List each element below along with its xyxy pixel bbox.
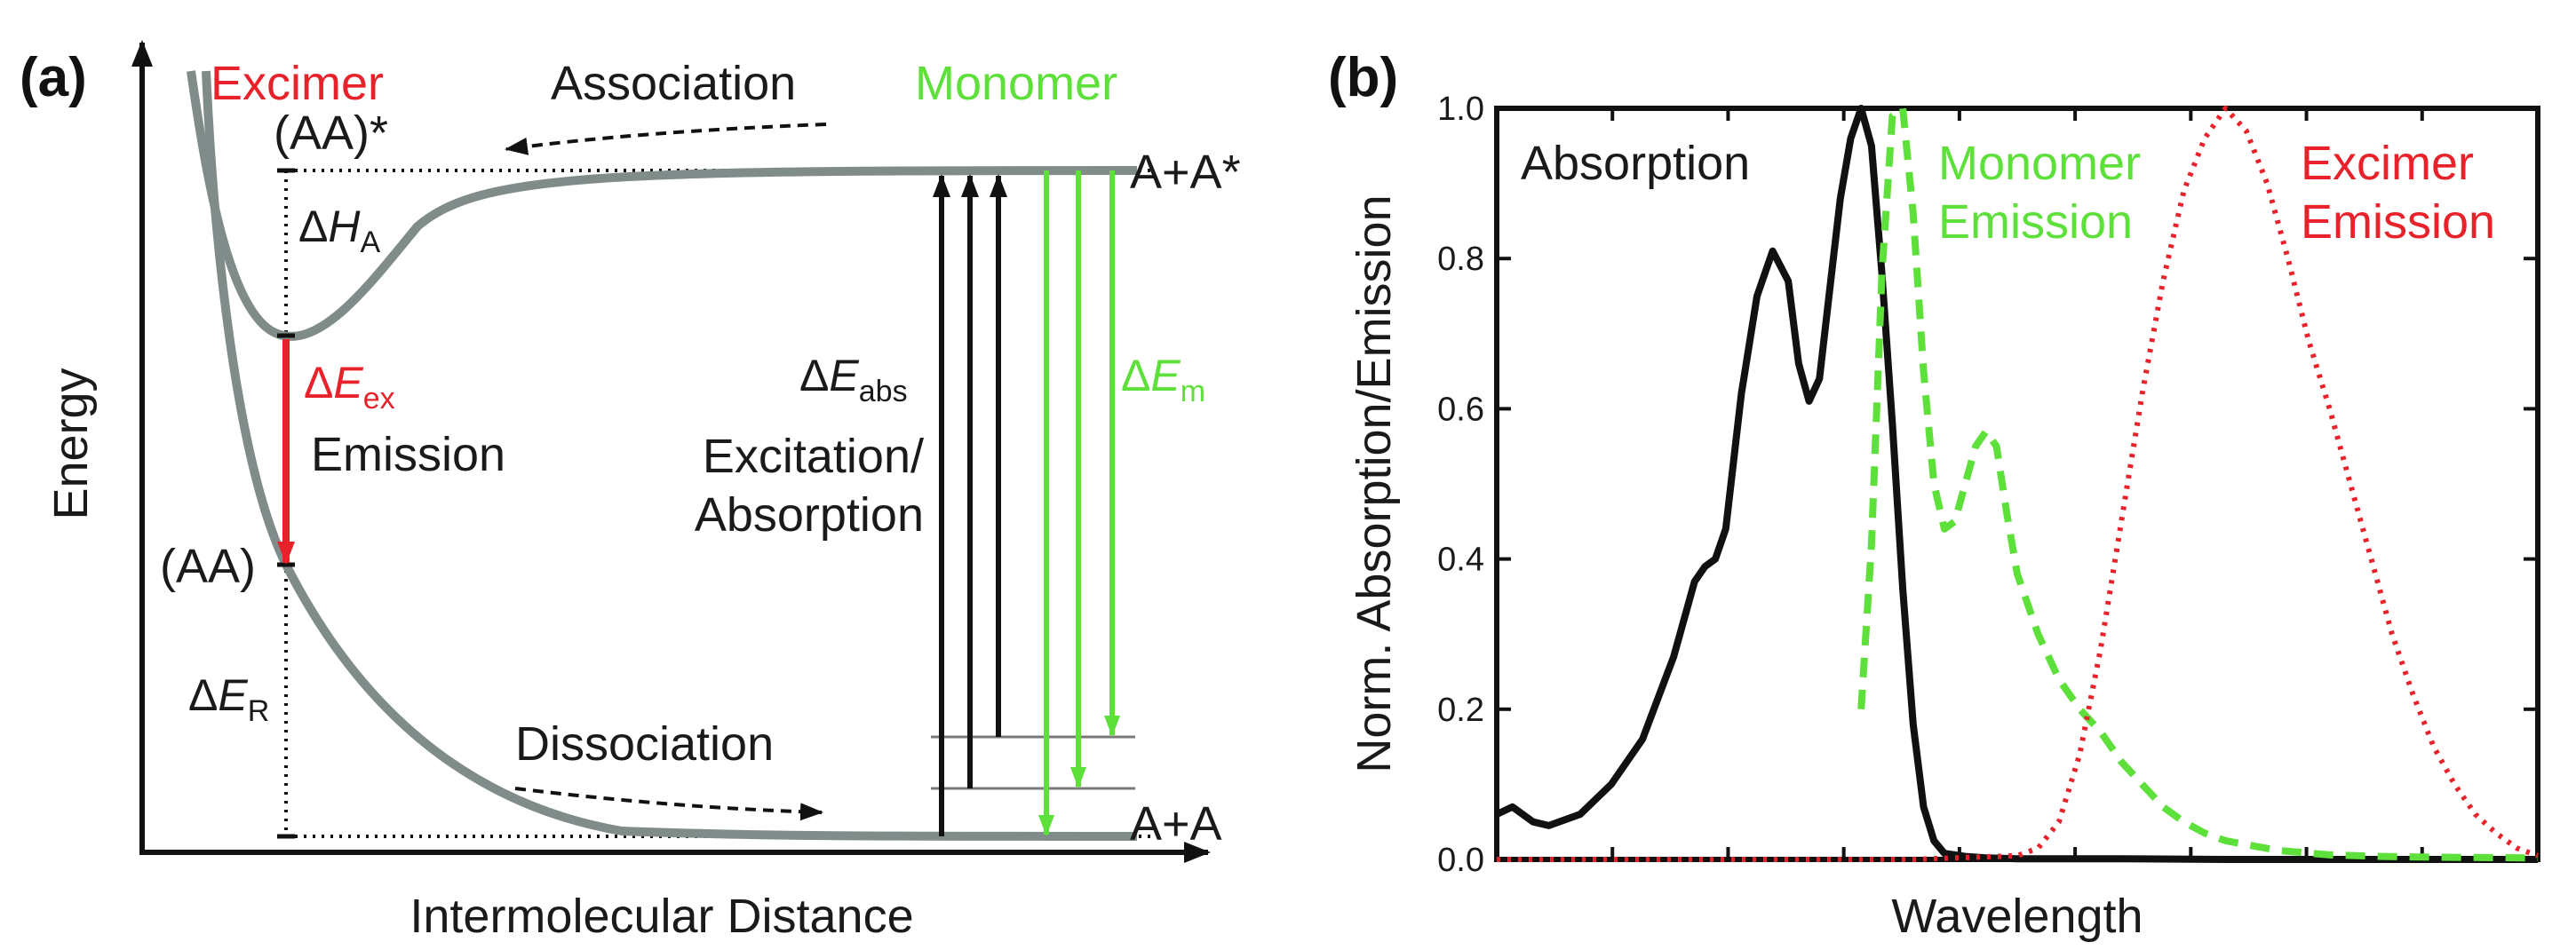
panel-a: (a) Energy Intermolecular Distance Excim…: [20, 40, 1241, 943]
x-axis-label-b: Wavelength: [1891, 890, 2143, 943]
y-ticks: 0.0 0.2 0.4 0.6 0.8 1.0: [1437, 91, 2538, 879]
emission-label: Emission: [311, 428, 505, 481]
y-tick-label: 0.2: [1437, 692, 1484, 729]
ground-potential-curve: [202, 70, 1138, 841]
association-arrow: [505, 123, 827, 155]
excitation-label: Excitation/: [703, 430, 924, 483]
y-tick-label: 0.4: [1437, 542, 1484, 579]
series-line-absorption: [1495, 105, 2538, 863]
y-tick-label: 0.8: [1437, 241, 1484, 278]
delta-h-a-label: ΔHA: [298, 202, 381, 259]
excimer-title: Excimer: [211, 57, 384, 110]
delta-e-m-label: ΔEm: [1121, 351, 1205, 408]
series-line-monomer-emission: [1857, 105, 2539, 862]
a-plus-a-star-label: A+A*: [1130, 146, 1241, 199]
absorption-process-label: Absorption: [695, 488, 924, 542]
y-axis-label-b: Norm. Absorption/Emission: [1348, 194, 1401, 772]
aa-label: (AA): [160, 540, 256, 593]
excimer-series-label-2: Emission: [2301, 195, 2495, 249]
monomer-title: Monomer: [915, 57, 1117, 110]
excited-potential-curve: [187, 70, 1138, 341]
association-label: Association: [551, 57, 796, 110]
aa-star-label: (AA)*: [274, 107, 388, 160]
y-tick-label: 0.6: [1437, 391, 1484, 428]
monomer-series-label-1: Monomer: [1938, 137, 2141, 190]
a-plus-a-label: A+A: [1130, 797, 1222, 851]
dissociation-label: Dissociation: [515, 717, 774, 771]
x-axis-label: Intermolecular Distance: [409, 890, 913, 943]
series-group: [1495, 105, 2540, 863]
monomer-series-label-2: Emission: [1938, 195, 2133, 249]
y-axis-label: Energy: [44, 368, 98, 519]
panel-b-label: (b): [1328, 47, 1398, 108]
delta-e-r-label: ΔER: [188, 670, 269, 728]
y-tick-label: 1.0: [1437, 91, 1484, 128]
dissociation-arrow: [514, 787, 823, 821]
delta-e-ex-label: ΔEex: [304, 358, 395, 416]
panel-a-label: (a): [20, 47, 87, 108]
panel-b: (b) 0.0 0.2 0.4 0.6 0.8 1.0 Norm. Absorption/…: [1328, 47, 2540, 943]
y-tick-label: 0.0: [1437, 842, 1484, 879]
absorption-series-label: Absorption: [1521, 137, 1750, 190]
delta-e-abs-label: ΔEabs: [799, 351, 908, 408]
excimer-series-label-1: Excimer: [2301, 137, 2474, 190]
